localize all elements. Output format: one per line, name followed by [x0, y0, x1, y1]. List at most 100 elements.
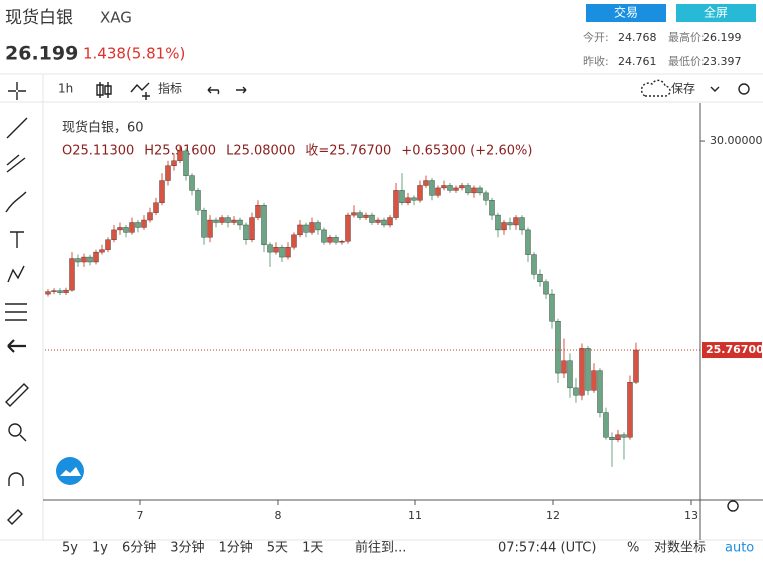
- clock: 07:57:44 (UTC): [498, 541, 596, 556]
- candle-body: [525, 229, 531, 255]
- range-button[interactable]: 1分钟: [219, 540, 253, 556]
- candle-body: [591, 370, 597, 391]
- candle-body: [603, 412, 609, 438]
- candle-body: [219, 217, 225, 223]
- candle-body: [555, 321, 561, 374]
- candle-body: [99, 249, 105, 253]
- stat-label: 今开:: [583, 30, 609, 44]
- candle-body: [327, 237, 333, 243]
- candle-body: [267, 244, 273, 253]
- candle-body: [129, 222, 135, 233]
- candle-body: [213, 219, 219, 223]
- candle-body: [231, 219, 237, 223]
- indicator-icon[interactable]: [130, 82, 150, 100]
- candle-body: [567, 360, 573, 389]
- drawing-tools[interactable]: [5, 117, 29, 525]
- candle-body: [111, 229, 117, 240]
- candle-body: [291, 234, 297, 248]
- candle-body: [585, 348, 591, 391]
- candle-body: [273, 246, 279, 253]
- auto-scale[interactable]: auto: [725, 541, 754, 556]
- log-scale[interactable]: 对数坐标: [654, 541, 706, 556]
- candle-body: [87, 256, 93, 263]
- candle-body: [573, 387, 579, 396]
- candle-body: [189, 175, 195, 191]
- candle-body: [255, 205, 261, 218]
- settings-icon[interactable]: [738, 83, 750, 95]
- candle-body: [297, 224, 303, 236]
- candle-body: [81, 256, 87, 263]
- candle-body: [93, 251, 99, 263]
- redo-icon[interactable]: [236, 86, 247, 94]
- candle-body: [615, 434, 621, 440]
- y-tick-label: 30.00000: [710, 134, 763, 147]
- range-button[interactable]: 1y: [92, 541, 108, 556]
- candle-body: [507, 222, 513, 226]
- candle-body: [237, 219, 243, 226]
- candle-body: [225, 217, 231, 223]
- axis-settings[interactable]: [727, 500, 739, 512]
- crosshair-icon[interactable]: [8, 82, 26, 100]
- candle-body: [429, 180, 435, 196]
- cloud-icon[interactable]: [640, 79, 671, 97]
- candle-body: [177, 150, 183, 161]
- ohlc-info: L25.08000: [226, 144, 295, 159]
- candle-body: [357, 212, 363, 218]
- undo-icon[interactable]: [207, 86, 220, 95]
- candle-body: [387, 217, 393, 226]
- candle-body: [195, 190, 201, 211]
- candle-body: [621, 434, 627, 438]
- stat-label: 最低价:: [668, 55, 705, 68]
- candle-body: [69, 258, 75, 291]
- range-button[interactable]: 5y: [62, 541, 78, 556]
- fullscreen-label[interactable]: 全屏: [704, 5, 728, 20]
- range-button[interactable]: 1天: [302, 541, 323, 556]
- x-tick-label: 13: [684, 509, 698, 522]
- indicators[interactable]: 指标: [158, 81, 182, 96]
- candle-body: [423, 180, 429, 186]
- range-button[interactable]: 5天: [267, 541, 288, 556]
- candle-body: [75, 258, 81, 263]
- stat-label: 最高价:: [668, 30, 705, 44]
- candle-body: [549, 293, 555, 322]
- candle-body: [303, 224, 309, 233]
- stat-label: 昨收:: [583, 54, 609, 68]
- last-price-box: [702, 342, 762, 359]
- legend-title: 现货白银，60: [62, 120, 144, 136]
- candle-body: [165, 165, 171, 181]
- candle-body: [249, 217, 255, 240]
- candle-body: [405, 197, 411, 203]
- candle-body: [417, 185, 423, 201]
- change: 1.438(5.81%): [83, 45, 185, 63]
- percent[interactable]: %: [627, 541, 639, 556]
- logo[interactable]: [56, 457, 84, 485]
- ohlc-info: +0.65300 (+2.60%): [401, 144, 532, 159]
- candle-body: [471, 187, 477, 194]
- range-button[interactable]: 3分钟: [170, 540, 204, 556]
- candle-body: [339, 241, 345, 243]
- fullscreen-button[interactable]: [676, 4, 756, 22]
- x-tick-label: 7: [136, 509, 143, 522]
- candle-body: [513, 217, 519, 226]
- interval[interactable]: 1h: [58, 82, 73, 96]
- candle-body: [483, 192, 489, 201]
- candle-body: [141, 219, 147, 228]
- dropdown-icon[interactable]: [710, 86, 720, 92]
- save[interactable]: 保存: [671, 82, 695, 96]
- stat-value: 26.199: [703, 31, 742, 44]
- goto[interactable]: 前往到...: [355, 540, 406, 556]
- candle-body: [627, 382, 633, 438]
- candle-body: [51, 290, 57, 292]
- candle-body: [363, 214, 369, 218]
- candle-icon[interactable]: [96, 82, 112, 98]
- candle-body: [105, 239, 111, 250]
- ohlc-info: O25.11300: [62, 144, 134, 159]
- candle-body: [399, 190, 405, 203]
- x-tick-label: 11: [408, 509, 422, 522]
- range-button[interactable]: 6分钟: [122, 540, 156, 556]
- candle-body: [309, 222, 315, 233]
- trade-button[interactable]: [586, 4, 666, 22]
- candle-body: [609, 437, 615, 440]
- trade-label[interactable]: 交易: [614, 5, 638, 20]
- candle-body: [441, 185, 447, 189]
